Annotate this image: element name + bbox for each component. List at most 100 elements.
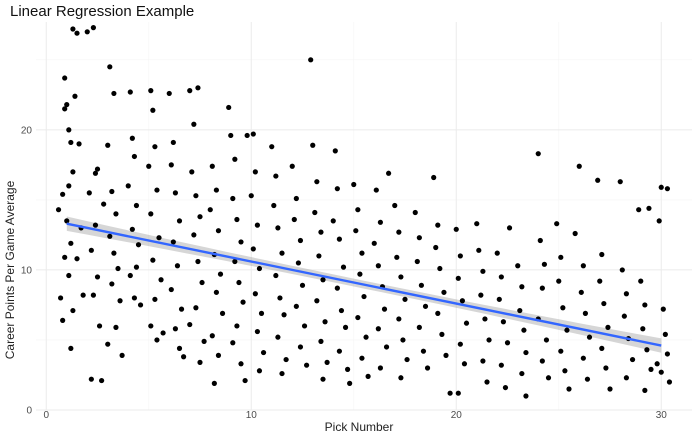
data-point <box>402 296 408 302</box>
data-point <box>60 317 66 323</box>
data-point <box>68 345 74 351</box>
data-point <box>582 310 589 316</box>
data-point <box>595 177 601 183</box>
data-point <box>269 144 275 150</box>
data-point <box>232 258 238 265</box>
data-point <box>506 225 513 231</box>
data-point <box>211 380 217 386</box>
data-point <box>232 156 238 162</box>
data-point <box>191 121 197 127</box>
data-point <box>90 25 96 31</box>
data-point <box>240 299 246 305</box>
data-point <box>664 351 671 357</box>
x-tick-label: 20 <box>451 410 463 421</box>
data-point <box>209 163 215 169</box>
data-point <box>152 144 158 150</box>
data-point <box>84 29 90 35</box>
data-point <box>494 250 500 256</box>
data-point <box>66 272 72 279</box>
data-point <box>101 201 107 207</box>
data-point <box>199 279 205 286</box>
data-point <box>133 202 140 209</box>
data-point <box>340 264 347 270</box>
data-point <box>92 222 99 228</box>
grid <box>36 22 692 411</box>
data-point <box>256 368 263 374</box>
data-point <box>424 365 431 371</box>
data-point <box>168 286 174 293</box>
y-tick-label: 10 <box>21 265 33 276</box>
data-point <box>129 226 135 232</box>
data-point <box>482 316 488 322</box>
data-point <box>459 298 465 304</box>
data-point <box>152 296 158 302</box>
data-point <box>299 282 306 288</box>
data-point <box>431 174 437 181</box>
data-point <box>191 232 197 238</box>
data-point <box>271 202 277 209</box>
data-point <box>215 352 222 358</box>
data-point <box>250 131 256 137</box>
data-point <box>219 310 226 316</box>
data-point <box>441 289 447 295</box>
data-point <box>273 173 279 179</box>
data-point <box>554 221 560 227</box>
data-point <box>256 265 263 272</box>
data-point <box>105 341 111 347</box>
data-point <box>275 225 281 231</box>
data-point <box>226 104 232 111</box>
data-point <box>347 380 353 386</box>
data-point <box>607 386 613 392</box>
data-point <box>564 327 570 333</box>
data-point <box>66 127 72 133</box>
x-axis-title: Pick Number <box>325 420 394 434</box>
data-point <box>562 368 568 374</box>
data-point <box>355 314 361 321</box>
data-point <box>129 135 135 141</box>
data-point <box>187 88 193 94</box>
data-point <box>648 366 654 372</box>
data-point <box>109 281 115 287</box>
data-point <box>107 233 113 239</box>
data-point <box>90 292 96 298</box>
data-point <box>279 250 285 256</box>
data-point <box>480 268 486 274</box>
data-point <box>96 323 103 329</box>
data-point <box>304 362 310 368</box>
data-point <box>213 187 219 193</box>
data-point <box>170 239 176 245</box>
data-point <box>480 358 486 364</box>
data-point <box>418 282 424 288</box>
y-axis-title: Career Points Per Game Average <box>3 180 17 359</box>
data-point <box>437 265 443 272</box>
data-point <box>289 163 295 169</box>
data-point <box>76 141 82 147</box>
y-axis-ticks: 0 10 20 <box>21 125 33 416</box>
data-point <box>88 376 94 382</box>
data-point <box>295 260 301 266</box>
data-point <box>66 183 72 189</box>
chart-title: Linear Regression Example <box>10 3 194 20</box>
data-point <box>148 323 154 329</box>
data-point <box>160 330 166 336</box>
data-point <box>174 263 181 269</box>
data-point <box>474 221 480 227</box>
data-point <box>293 303 299 309</box>
data-point <box>664 186 671 192</box>
regression-line <box>66 222 662 347</box>
data-point <box>560 305 566 311</box>
y-tick-label: 20 <box>21 125 33 136</box>
data-point <box>201 338 207 344</box>
data-point <box>543 337 550 343</box>
data-point <box>453 226 459 232</box>
data-point <box>156 235 162 241</box>
data-point <box>178 306 185 312</box>
data-point <box>127 272 133 279</box>
data-point <box>375 263 381 269</box>
data-point <box>258 310 265 316</box>
x-tick-label: 30 <box>656 410 668 421</box>
data-point <box>621 313 627 319</box>
data-point <box>80 292 86 298</box>
data-point <box>377 365 383 371</box>
